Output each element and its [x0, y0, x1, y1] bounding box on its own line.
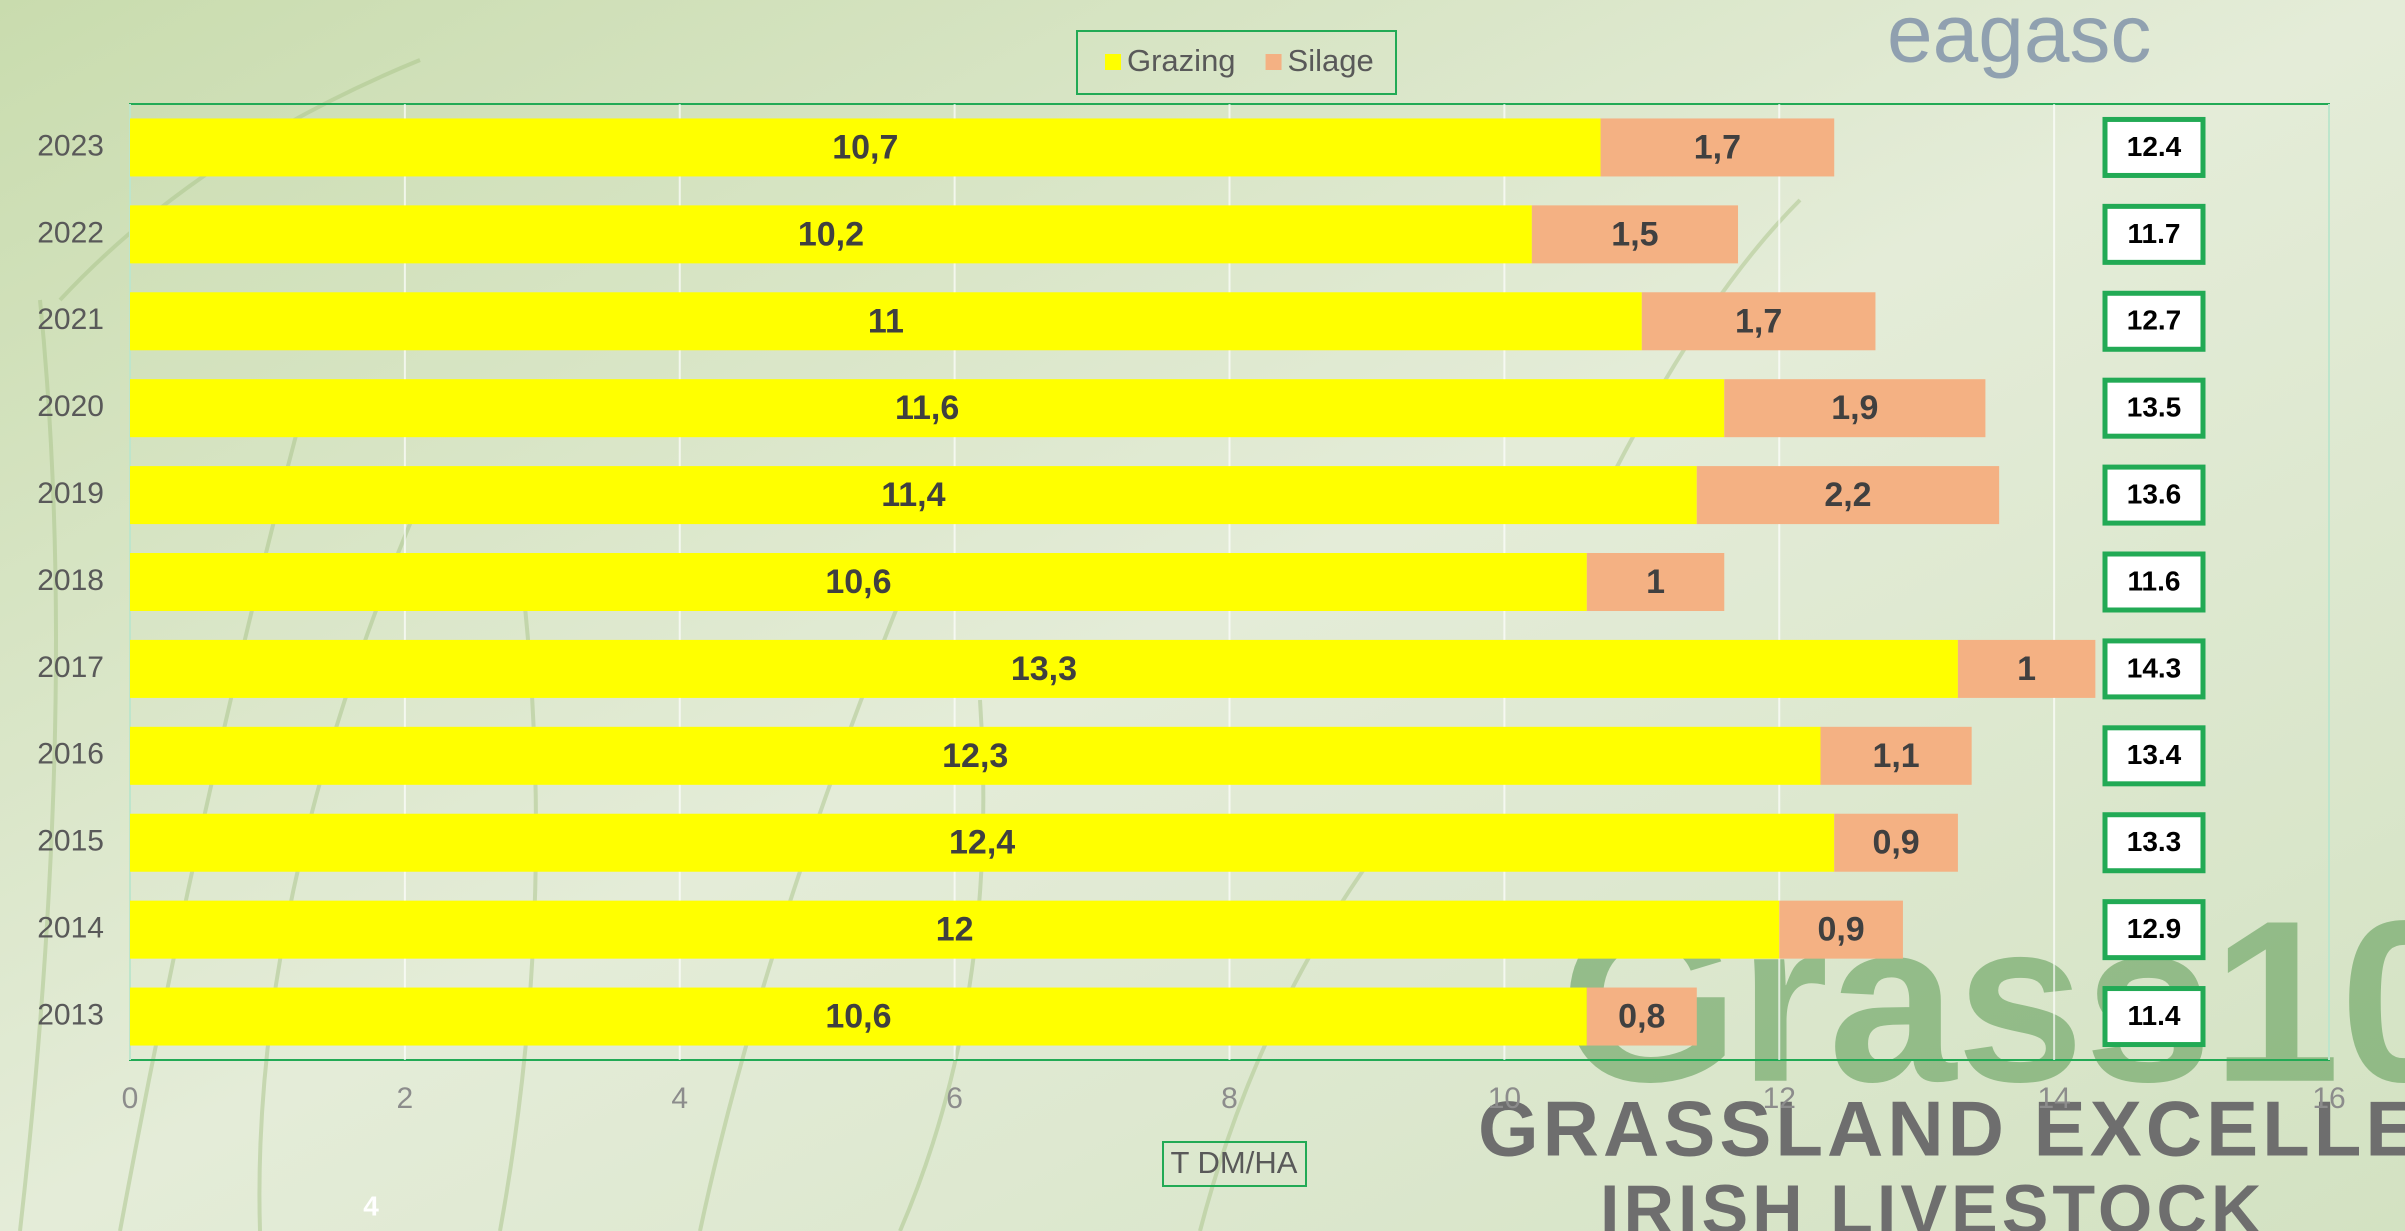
x-tick-label: 10 [1488, 1082, 1521, 1115]
data-label: 10,7 [832, 128, 898, 166]
y-tick-label: 2021 [37, 303, 104, 336]
legend-swatch [1266, 54, 1282, 70]
data-label: 1,9 [1831, 389, 1878, 427]
data-label: 10,6 [825, 998, 891, 1036]
legend-label: Grazing [1127, 43, 1236, 78]
x-tick-label: 8 [1221, 1082, 1238, 1115]
x-tick-label: 14 [2037, 1082, 2070, 1115]
data-label: 12,3 [942, 737, 1008, 775]
data-label: 10,6 [825, 563, 891, 601]
total-label: 13.6 [2127, 478, 2182, 509]
y-tick-label: 2019 [37, 477, 104, 510]
total-label: 11.7 [2128, 218, 2181, 249]
x-tick-label: 4 [671, 1082, 688, 1115]
data-label: 12,4 [949, 824, 1015, 862]
data-label: 1,7 [1694, 128, 1741, 166]
legend-swatch [1105, 54, 1121, 70]
y-tick-label: 2020 [37, 390, 104, 423]
legend-label: Silage [1288, 43, 1374, 78]
total-label: 14.3 [2127, 652, 2182, 683]
data-label: 10,2 [798, 215, 864, 253]
y-tick-label: 2015 [37, 825, 104, 858]
data-label: 11,6 [895, 389, 959, 427]
x-tick-label: 12 [1763, 1082, 1796, 1115]
total-label: 13.4 [2127, 739, 2182, 770]
data-label: 1,1 [1872, 737, 1919, 775]
total-label: 11.6 [2128, 565, 2181, 596]
total-label: 12.9 [2127, 913, 2182, 944]
x-tick-label: 16 [2312, 1082, 2345, 1115]
x-tick-label: 0 [122, 1082, 139, 1115]
data-label: 1,7 [1735, 302, 1782, 340]
data-label: 1 [1646, 563, 1665, 601]
x-axis-title: T DM/HA [1171, 1145, 1298, 1180]
y-tick-label: 2014 [37, 912, 104, 945]
total-label: 13.5 [2127, 392, 2182, 423]
banner-line: IRISH LIVESTOCK [1600, 1170, 2265, 1231]
data-label: 0,8 [1618, 998, 1665, 1036]
y-tick-label: 2022 [37, 216, 104, 249]
logo-text: eagasc [1887, 0, 2151, 80]
data-label: 11,4 [881, 476, 945, 514]
x-tick-label: 2 [397, 1082, 414, 1115]
data-label: 12 [936, 911, 974, 949]
total-label: 12.4 [2127, 131, 2182, 162]
y-tick-label: 2013 [37, 998, 104, 1031]
data-label: 13,3 [1011, 650, 1077, 688]
banner-line: GRASSLAND EXCELLENCE FOR [1478, 1085, 2405, 1173]
total-label: 13.3 [2127, 826, 2182, 857]
y-tick-label: 2017 [37, 651, 104, 684]
data-label: 1 [2017, 650, 2036, 688]
total-label: 11.4 [2128, 1000, 2181, 1031]
y-tick-label: 2023 [37, 129, 104, 162]
data-label: 0,9 [1817, 911, 1864, 949]
data-label: 2,2 [1824, 476, 1871, 514]
total-label: 12.7 [2127, 305, 2182, 336]
data-label: 11 [868, 302, 904, 340]
page-number: 4 [363, 1190, 379, 1221]
x-tick-label: 6 [946, 1082, 963, 1115]
data-label: 1,5 [1611, 215, 1658, 253]
slide: eagasc Grass10 GRASSLAND EXCELLENCE FOR … [0, 0, 2405, 1231]
y-tick-label: 2016 [37, 738, 104, 771]
y-tick-label: 2018 [37, 564, 104, 597]
data-label: 0,9 [1872, 824, 1919, 862]
